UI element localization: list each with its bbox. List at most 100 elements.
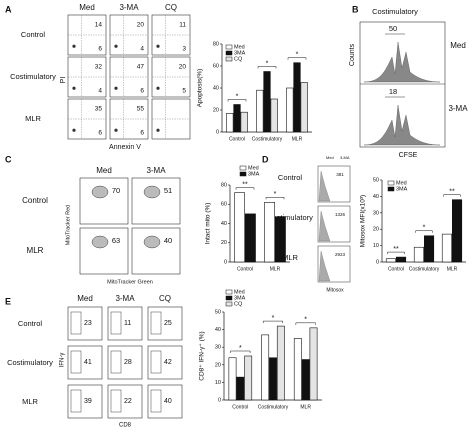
flow-plot <box>107 306 143 341</box>
cell-cluster <box>114 86 118 90</box>
cell-cluster <box>72 128 76 132</box>
gate-value: 40 <box>164 398 172 405</box>
x-axis-label: Annexin V <box>109 144 141 151</box>
significance-mark: * <box>236 93 239 100</box>
x-tick-label: Costimulatory <box>252 136 283 142</box>
bar <box>413 246 425 263</box>
histogram <box>363 104 441 146</box>
bar <box>301 359 310 401</box>
quadrant-value: 4 <box>140 46 144 53</box>
y-axis-label: Mitosox MFI(x10³) <box>360 195 367 247</box>
legend-swatch <box>225 301 233 307</box>
significance-bracket <box>227 99 247 102</box>
gate <box>110 311 122 335</box>
histogram-value: 50 <box>389 24 397 33</box>
x-tick-label: MLR <box>300 404 311 410</box>
bar <box>256 89 264 133</box>
legend-label: 3MA <box>248 171 260 177</box>
x-tick-label: MLR <box>292 136 303 142</box>
significance-bracket <box>235 187 255 190</box>
y-tick-label: 80 <box>213 41 219 47</box>
gate-value: 28 <box>124 359 132 366</box>
x-axis-label: CD8 <box>119 423 132 429</box>
gate <box>70 389 82 413</box>
gate <box>110 389 122 413</box>
y-axis-label: CD8⁺ IFN-γ⁺ (%) <box>199 331 206 380</box>
significance-mark: * <box>266 60 269 67</box>
legend-swatch <box>225 44 233 50</box>
column-header: Med <box>96 166 112 175</box>
quadrant-value: 47 <box>137 64 145 71</box>
x-axis-label: CFSE <box>399 152 418 159</box>
row-label: Costimulatory <box>267 213 313 222</box>
flow-plot <box>79 177 129 225</box>
y-tick-label: 50 <box>215 309 221 315</box>
histogram-name: Med <box>450 41 466 50</box>
y-tick-label: 0 <box>376 259 379 265</box>
y-tick-label: 40 <box>215 327 221 333</box>
y-tick-label: 20 <box>373 227 379 233</box>
histogram <box>318 210 331 242</box>
bar <box>233 104 241 133</box>
histogram <box>318 250 331 282</box>
legend-swatch <box>225 50 233 56</box>
x-tick-label: MLR <box>270 266 281 272</box>
bar <box>385 258 397 263</box>
significance-mark: ** <box>393 246 399 253</box>
flow-plot <box>79 227 129 275</box>
flow-plot <box>147 306 183 341</box>
flow-plot <box>131 227 181 275</box>
quadrant-value: 20 <box>137 22 145 29</box>
gate-value: 22 <box>124 398 132 405</box>
y-tick-label: 30 <box>215 345 221 351</box>
y-axis-label: IFN-γ <box>60 353 66 368</box>
bar <box>293 62 301 133</box>
row-label: MLR <box>27 246 44 255</box>
significance-mark: * <box>239 345 242 352</box>
y-tick-label: 80 <box>221 182 227 188</box>
panel-letter: C <box>5 154 12 164</box>
panel-letter: A <box>5 4 12 14</box>
bar <box>263 71 271 133</box>
bar <box>395 256 407 263</box>
quadrant-value: 4 <box>98 88 102 95</box>
gate <box>150 311 162 335</box>
y-tick-label: 20 <box>215 362 221 368</box>
gate-value: 11 <box>124 320 131 327</box>
row-label: MLR <box>25 114 41 123</box>
row-label: Control <box>22 196 48 205</box>
panel-letter: E <box>5 296 11 306</box>
y-tick-label: 50 <box>373 177 379 183</box>
histogram-value: 381 <box>336 172 344 177</box>
cell-cluster <box>72 44 76 48</box>
flow-plot <box>67 384 103 419</box>
legend-label: Med <box>248 165 259 171</box>
quadrant-value: 55 <box>137 106 145 113</box>
flow-plot <box>131 177 181 225</box>
significance-bracket <box>387 251 405 255</box>
gate-value: 41 <box>84 359 92 366</box>
histogram-name: 3-MA <box>448 104 468 113</box>
bar <box>309 327 318 401</box>
gate <box>70 311 82 335</box>
histogram-value: 2923 <box>335 252 346 257</box>
quadrant-value: 6 <box>98 46 102 53</box>
cell-cluster <box>156 86 160 90</box>
significance-mark: ** <box>242 182 248 189</box>
quadrant-value: 3 <box>182 46 186 53</box>
x-axis-label: Mitosox <box>326 287 344 293</box>
cell-cluster <box>114 44 118 48</box>
y-axis-label: Counts <box>349 43 356 66</box>
significance-bracket <box>257 66 277 69</box>
bar <box>423 235 435 263</box>
panel-letter: B <box>352 4 359 14</box>
bar <box>293 338 302 401</box>
histogram-frame <box>359 21 446 148</box>
significance-mark: * <box>304 317 307 324</box>
x-tick-label: Control <box>232 404 248 410</box>
flow-plot <box>147 345 183 380</box>
flow-plot <box>67 345 103 380</box>
bar <box>226 113 234 133</box>
legend-swatch <box>239 171 247 177</box>
